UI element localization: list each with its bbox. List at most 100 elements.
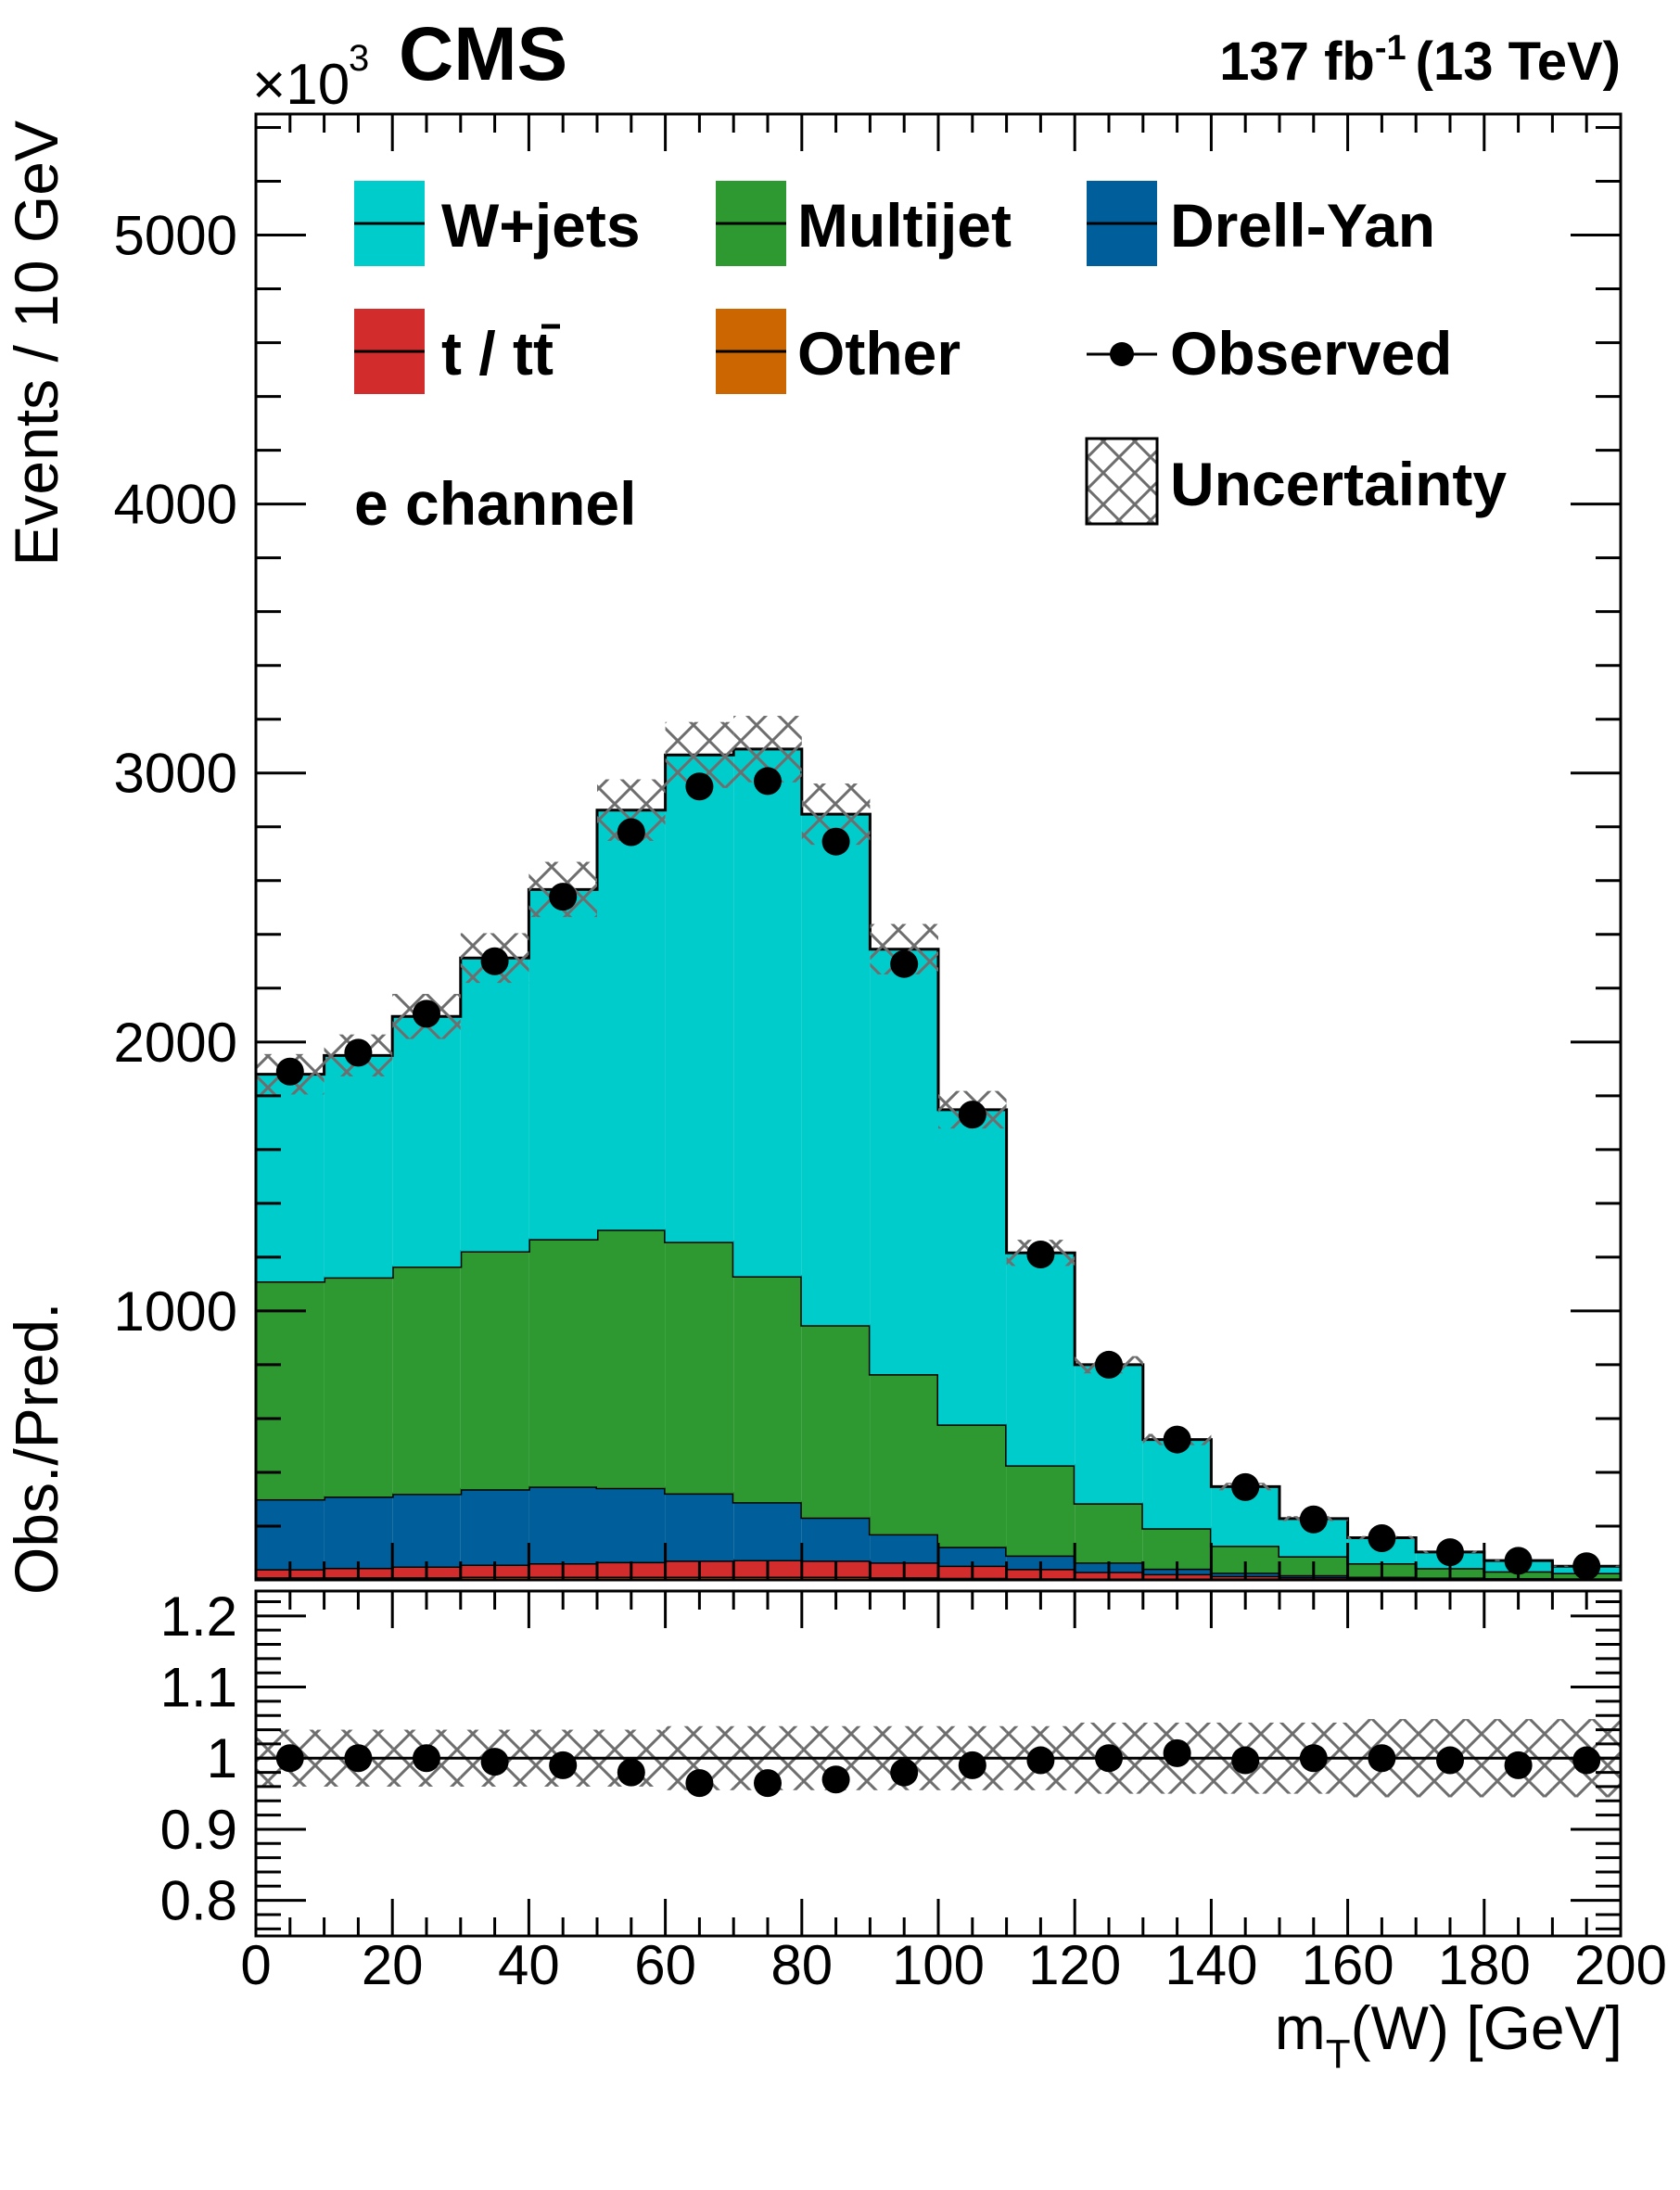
x-axis-title: mT(W) [GeV] xyxy=(1275,1993,1623,2077)
y-tick-label: 5000 xyxy=(114,205,237,267)
ratio-point xyxy=(1436,1746,1464,1775)
legend-label-uncertainty: Uncertainty xyxy=(1170,450,1507,518)
x-tick-label: 200 xyxy=(1574,1934,1667,1996)
bar-dy xyxy=(256,1498,325,1570)
bar-dy xyxy=(870,1534,938,1563)
ratio-point xyxy=(413,1744,440,1773)
ratio-y-tick-label: 1.1 xyxy=(160,1657,237,1719)
bar-multijet xyxy=(1075,1503,1143,1563)
legend-entry-wjets: W+jets xyxy=(354,181,641,266)
y-tick-label: 1000 xyxy=(114,1280,237,1343)
main-plot-frame xyxy=(254,112,1623,1582)
legend-entry-drell-yan: Drell-Yan xyxy=(1087,181,1435,266)
bar-wjets xyxy=(256,1074,325,1281)
ratio-point xyxy=(1504,1751,1533,1779)
ratio-point xyxy=(1095,1744,1123,1773)
x-tick-label: 180 xyxy=(1438,1934,1531,1996)
channel-label: e channel xyxy=(354,469,636,538)
bar-wjets xyxy=(392,1016,461,1267)
observed-point xyxy=(344,1038,373,1067)
ratio-point xyxy=(1163,1738,1191,1767)
ratio-y-tick-label: 0.9 xyxy=(160,1799,237,1861)
x-tick-label: 140 xyxy=(1165,1934,1257,1996)
observed-point xyxy=(754,767,782,796)
x-axis-rest: (W) [GeV] xyxy=(1351,1993,1623,2062)
bar-dy xyxy=(801,1517,871,1561)
bar-wjets xyxy=(665,755,734,1242)
observed-point xyxy=(685,772,714,801)
ratio-y-axis-title: Obs./Pred. xyxy=(2,1303,70,1595)
ratio-point xyxy=(958,1751,986,1779)
y-tick-label: 2000 xyxy=(114,1012,237,1074)
observed-point xyxy=(1368,1524,1396,1553)
bar-dy xyxy=(733,1502,802,1560)
observed-point xyxy=(480,947,509,975)
bar-dy xyxy=(528,1486,597,1564)
ratio-point xyxy=(344,1744,373,1773)
observed-point xyxy=(1231,1472,1260,1501)
legend-label-top: t / tt xyxy=(441,319,554,388)
x-tick-label: 20 xyxy=(362,1934,424,1996)
x-tick-label: 160 xyxy=(1302,1934,1394,1996)
cms-label: CMS xyxy=(399,12,567,96)
ratio-point xyxy=(549,1751,578,1779)
observed-point xyxy=(1026,1240,1055,1268)
bar-multijet xyxy=(256,1280,325,1499)
bar-dy xyxy=(392,1494,461,1567)
bar-multijet xyxy=(597,1229,666,1488)
ratio-point xyxy=(480,1748,509,1776)
ratio-point xyxy=(821,1765,850,1794)
lumi-label: 137 fb-1 (13 TeV) xyxy=(1219,29,1621,92)
bar-dy xyxy=(324,1496,393,1568)
legend-entry-observed: Observed xyxy=(1087,319,1452,388)
observed-point xyxy=(1299,1505,1328,1534)
ratio-point xyxy=(1026,1746,1055,1775)
bar-dy xyxy=(597,1487,666,1562)
ratio-y-tick-labels: 0.8 0.9 1 1.1 1.2 xyxy=(160,1585,237,1932)
observed-point xyxy=(617,818,645,847)
stacked-histogram xyxy=(256,747,1621,1581)
legend: W+jets Multijet Drell-Yan t / tt Other O… xyxy=(354,181,1507,526)
legend-label-other: Other xyxy=(797,319,961,388)
x-tick-label: 100 xyxy=(892,1934,985,1996)
legend-top-t: t / t xyxy=(441,319,533,388)
legend-label-wjets: W+jets xyxy=(441,191,641,260)
legend-top-tbar: t xyxy=(533,319,554,388)
bar-multijet xyxy=(528,1239,597,1487)
observed-point xyxy=(821,827,850,856)
legend-entry-top: t / tt xyxy=(354,309,560,394)
x-axis-m: m xyxy=(1275,1993,1326,2062)
legend-observed-marker xyxy=(1110,342,1134,366)
ratio-y-tick-label: 1 xyxy=(207,1727,237,1789)
bar-multijet xyxy=(938,1424,1007,1547)
observed-point xyxy=(890,949,919,978)
multiplier-power: 3 xyxy=(349,38,369,79)
observed-point xyxy=(275,1057,304,1086)
ratio-point xyxy=(1368,1744,1396,1773)
bar-wjets xyxy=(733,748,802,1277)
observed-point xyxy=(958,1101,986,1129)
bar-wjets xyxy=(801,814,871,1326)
legend-entry-other: Other xyxy=(716,309,961,394)
x-tick-label: 40 xyxy=(498,1934,560,1996)
main-y-tick-labels: 1000 2000 3000 4000 5000 xyxy=(114,205,237,1343)
ratio-point xyxy=(754,1769,782,1798)
ratio-point xyxy=(1572,1746,1601,1775)
bar-wjets xyxy=(938,1109,1007,1425)
ratio-y-tick-label: 1.2 xyxy=(160,1585,237,1648)
ratio-y-tick-label: 0.8 xyxy=(160,1870,237,1932)
legend-label-multijet: Multijet xyxy=(797,191,1012,260)
legend-entry-uncertainty: Uncertainty xyxy=(1085,437,1507,526)
ratio-point xyxy=(890,1758,919,1787)
bar-multijet xyxy=(460,1251,529,1490)
observed-points xyxy=(275,767,1601,1581)
lumi-energy: (13 TeV) xyxy=(1416,32,1621,92)
observed-point xyxy=(549,883,578,911)
ratio-point xyxy=(1231,1746,1260,1775)
x-tick-label: 60 xyxy=(634,1934,696,1996)
ratio-points xyxy=(275,1738,1601,1798)
lumi-value: 137 fb xyxy=(1219,32,1375,92)
bar-multijet xyxy=(733,1276,802,1503)
legend-entry-multijet: Multijet xyxy=(716,181,1012,266)
